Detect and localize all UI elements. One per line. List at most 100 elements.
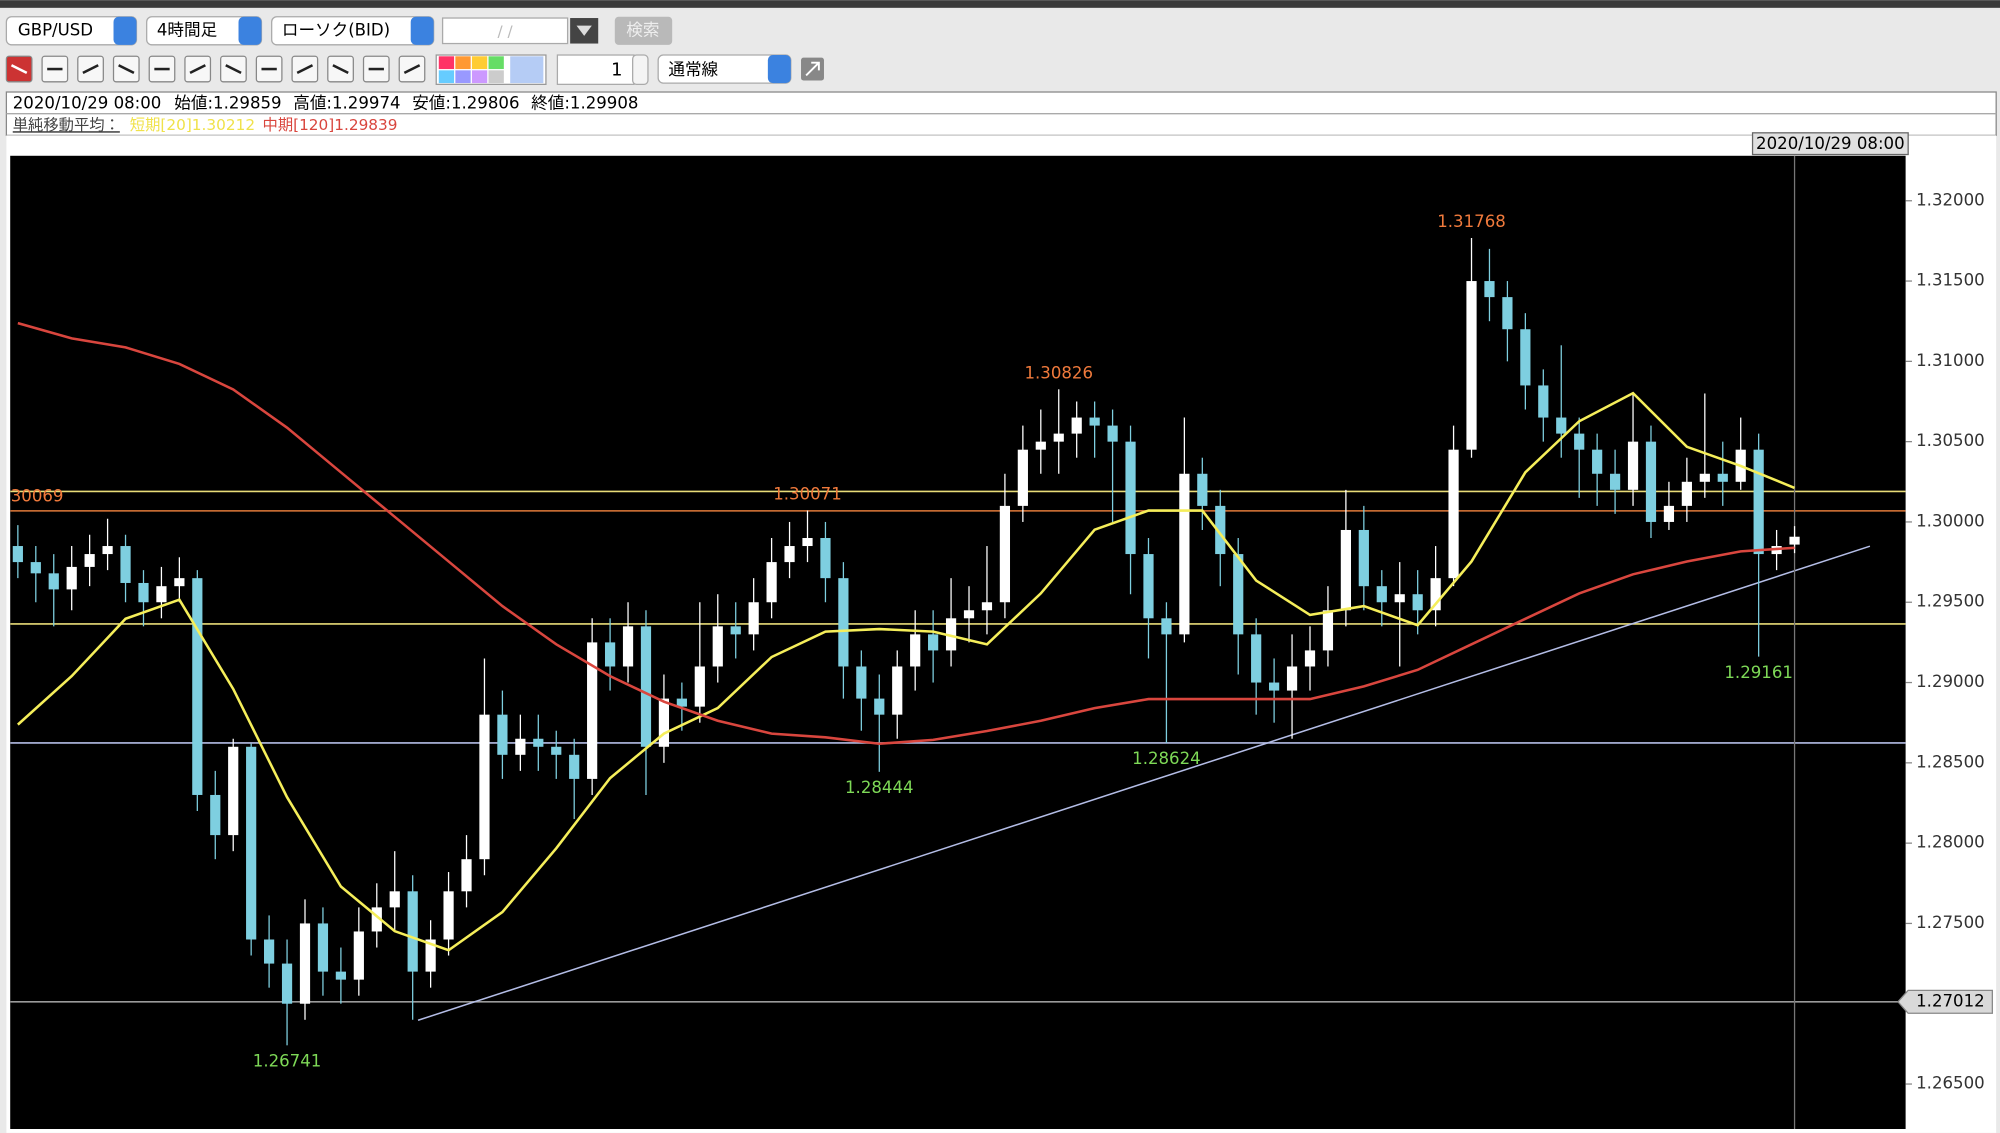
popout-button[interactable] <box>801 57 824 81</box>
price-annotation: 1.28444 <box>845 778 914 797</box>
candle-body <box>730 626 741 635</box>
search-label: 検索 <box>626 20 659 39</box>
candle-body <box>1789 536 1800 545</box>
candle-body <box>120 546 131 583</box>
candle-body <box>246 746 257 940</box>
candle-body <box>604 642 616 667</box>
tool-icon[interactable] <box>148 55 176 83</box>
tool-icon[interactable] <box>5 55 33 83</box>
tool-icon-glyph <box>189 64 206 75</box>
candle-body <box>1556 417 1567 434</box>
y-tick-label: 1.29000 <box>1916 672 1985 691</box>
candle-body <box>802 538 813 547</box>
candle-body <box>1358 529 1369 587</box>
chart-kind-select[interactable]: ローソク(BID) <box>271 16 435 46</box>
candle-body <box>551 746 562 755</box>
candle-body <box>425 939 436 972</box>
y-tick-label: 1.27500 <box>1916 913 1985 932</box>
candle-body <box>1466 281 1477 450</box>
candle-body <box>1592 449 1603 474</box>
candle-body <box>299 923 311 1004</box>
candle-body <box>928 634 939 651</box>
tool-icon[interactable] <box>220 55 247 83</box>
candle-body <box>981 602 993 611</box>
search-button[interactable]: 検索 <box>614 16 673 45</box>
date-picker-button[interactable] <box>570 18 599 44</box>
info-close: 終値:1.29908 <box>531 93 638 112</box>
candle-body <box>1753 449 1764 555</box>
info-line: 2020/10/29 08:00 始値:1.29859 高値:1.29974 安… <box>13 93 639 112</box>
price-annotation: 1.28624 <box>1132 749 1201 768</box>
candle-body <box>353 931 364 980</box>
candle-body <box>317 923 329 972</box>
candle-body <box>1340 529 1351 611</box>
candle-body <box>1215 505 1226 555</box>
candle-body <box>838 578 849 667</box>
tool-icon[interactable] <box>255 55 283 83</box>
axis-marker <box>1897 989 1993 1014</box>
candle-body <box>1663 505 1675 522</box>
candle-body <box>515 738 526 755</box>
tool-icon-glyph <box>225 64 242 75</box>
price-axis: 1.265001.270001.275001.280001.285001.290… <box>1751 132 1993 1093</box>
candle-body <box>1681 481 1692 506</box>
candle-body <box>461 859 472 892</box>
candle-body <box>1609 473 1621 490</box>
line-style-select[interactable]: 通常線 <box>657 54 792 84</box>
count-value: 1 <box>611 59 622 80</box>
line-style: 通常線 <box>668 60 718 79</box>
timeframe-select[interactable]: 4時間足 <box>146 16 263 46</box>
candle-body <box>210 794 221 836</box>
price-annotation: 1.30071 <box>773 485 842 504</box>
color-palette[interactable] <box>435 54 547 85</box>
tool-icon[interactable] <box>41 55 69 83</box>
candle-body <box>479 714 490 860</box>
moving-average <box>17 391 1796 952</box>
candle-body <box>192 578 203 795</box>
tool-icon-glyph <box>296 64 314 75</box>
candle-body <box>1645 441 1657 522</box>
tool-icon[interactable] <box>362 55 390 83</box>
tool-icon[interactable] <box>291 55 319 83</box>
timeframe: 4時間足 <box>157 20 217 39</box>
candle-body <box>156 586 167 603</box>
tool-icon[interactable] <box>184 55 212 83</box>
count-input[interactable]: 1 <box>556 54 649 85</box>
candle-body <box>694 666 705 707</box>
chart-kind: ローソク(BID) <box>282 20 390 39</box>
ma-legend-mid: 中期[120]1.29839 <box>263 116 398 134</box>
candle-body <box>1520 329 1531 386</box>
tool-icon[interactable] <box>398 55 426 83</box>
candle-body <box>820 538 831 579</box>
candle-body <box>963 610 975 619</box>
tool-icon[interactable] <box>327 55 354 83</box>
candle-body <box>1717 473 1728 482</box>
candle-body <box>1269 682 1280 691</box>
tool-icon-glyph <box>332 64 349 75</box>
y-tick-label: 1.26500 <box>1916 1074 1985 1093</box>
date-placeholder: / / <box>498 23 514 41</box>
title-strip <box>0 0 2000 8</box>
candle-body <box>1251 634 1262 683</box>
tool-icon[interactable] <box>112 55 140 83</box>
date-input[interactable]: / / <box>441 17 569 45</box>
candle-body <box>533 738 544 747</box>
ma-legend-short: 短期[20]1.30212 <box>130 116 255 134</box>
ma-legend: 単純移動平均： 短期[20]1.30212 中期[120]1.29839 <box>13 116 398 134</box>
candle-body <box>766 562 777 603</box>
candle-body <box>856 666 867 699</box>
candle-body <box>1322 610 1334 651</box>
symbol: GBP/USD <box>18 20 93 39</box>
candle-body <box>1412 594 1423 611</box>
trendline <box>417 545 1871 1022</box>
tool-icon[interactable] <box>77 55 104 83</box>
candle-body <box>658 698 670 747</box>
candle-body <box>30 562 41 574</box>
symbol-select[interactable]: GBP/USD <box>5 16 138 46</box>
candle-body <box>1161 618 1172 635</box>
plot: 1.30069 1.31768 1.30826 1.30071 1.29161 1.286… <box>10 155 1906 1129</box>
candle-body <box>1448 449 1459 579</box>
candle-body <box>1394 594 1405 603</box>
